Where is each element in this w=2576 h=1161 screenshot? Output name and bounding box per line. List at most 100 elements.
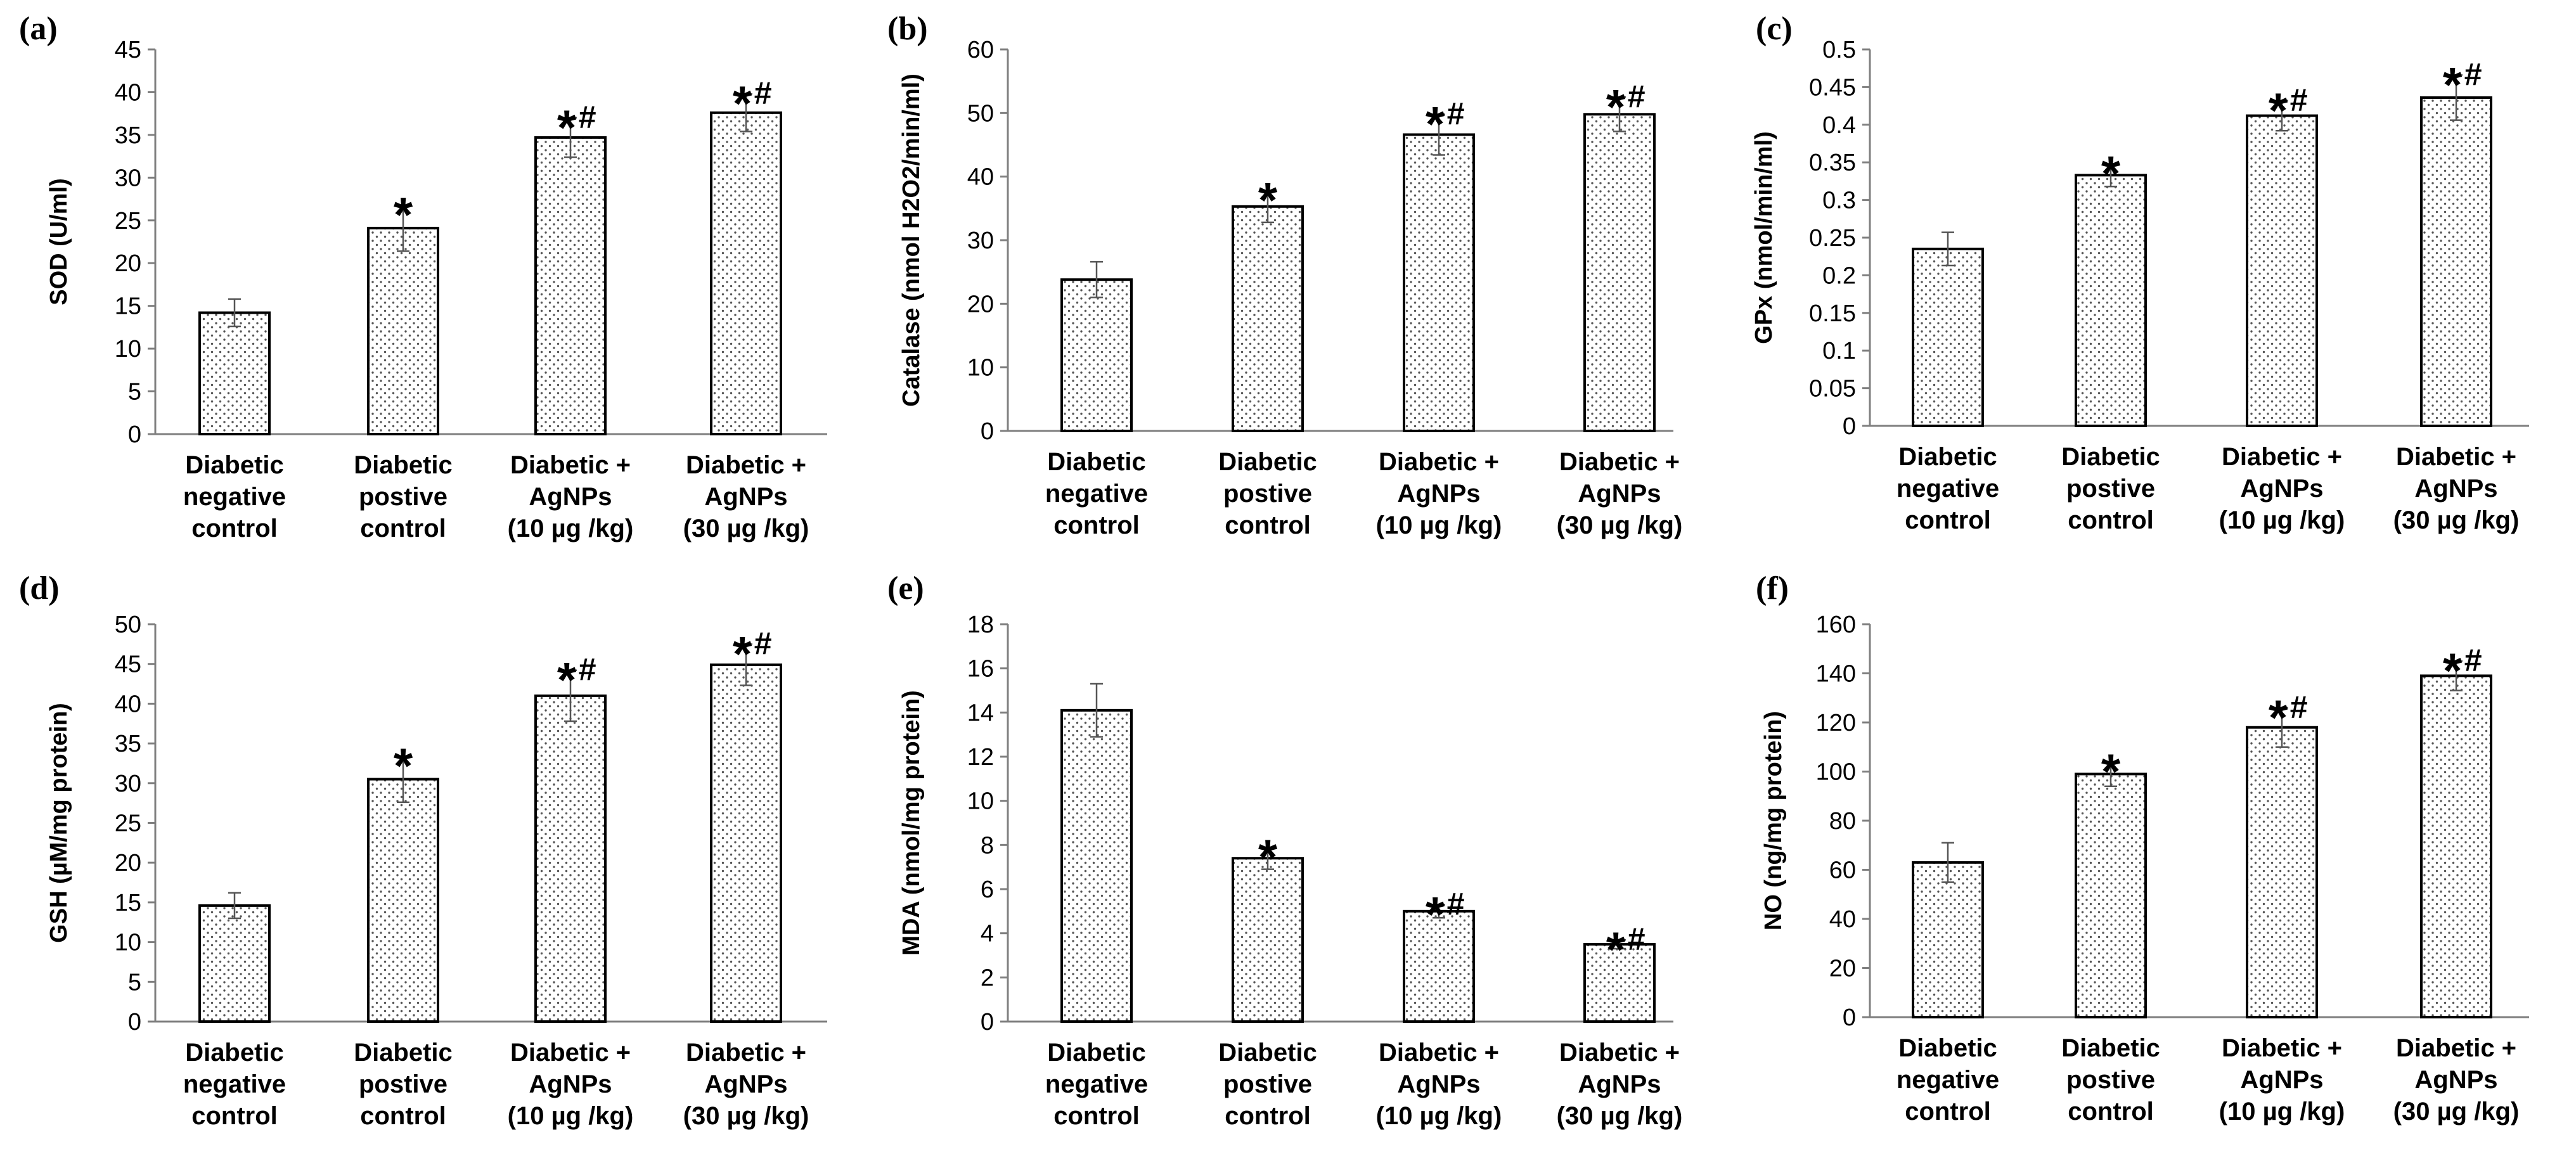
y-tick-label: 40 (967, 164, 994, 191)
y-tick-label: 80 (1829, 808, 1856, 835)
significance-star: * (1258, 172, 1278, 228)
category-line: Diabetic (354, 1039, 453, 1067)
chart-panel-d: (d) 0 5 10 15 20 25 30 35 40 45 50 GSH (µM/mg protei… (19, 570, 827, 1130)
x-category-label: Diabetic postive control (354, 1039, 453, 1130)
y-tick-label: 5 (128, 379, 141, 406)
x-category-label: Diabetic + AgNPs (10 µg /kg) (1376, 448, 1502, 539)
chart-panel-f: (f) 0 20 40 60 80 100 120 140 160 NO (ng/mg protei… (1756, 570, 2529, 1126)
category-line: control (191, 515, 278, 542)
bar (1403, 133, 1475, 433)
category-line: Diabetic (1047, 448, 1146, 476)
bar (710, 663, 782, 1023)
y-tick-label: 6 (981, 876, 994, 903)
y-tick-label: 5 (128, 969, 141, 996)
category-line: AgNPs (529, 483, 612, 511)
y-tick-label: 0 (981, 418, 994, 445)
y-tick-label: 160 (1816, 612, 1856, 638)
significance-hash: # (754, 625, 771, 661)
y-tick-label: 50 (115, 612, 141, 638)
category-line: Diabetic (185, 1039, 284, 1067)
significance-hash: # (754, 75, 771, 111)
y-tick-label: 45 (115, 651, 141, 678)
x-category-label: Diabetic postive control (2061, 443, 2160, 534)
bar (1912, 247, 1984, 427)
panel-letter: (d) (19, 570, 60, 606)
category-line: AgNPs (2414, 475, 2497, 503)
x-category-label: Diabetic + AgNPs (10 µg /kg) (1376, 1039, 1502, 1130)
category-line: negative (1045, 1070, 1148, 1098)
category-line: AgNPs (2240, 1066, 2323, 1094)
category-line: negative (1897, 1066, 1999, 1094)
x-category-label: Diabetic negative control (1897, 443, 1999, 534)
category-line: postive (359, 1070, 448, 1098)
category-line: AgNPs (2414, 1066, 2497, 1094)
y-tick-label: 0.2 (1822, 262, 1856, 289)
y-tick-label: 140 (1816, 661, 1856, 688)
x-category-label: Diabetic postive control (1218, 1039, 1317, 1130)
category-line: Diabetic + (1559, 448, 1680, 476)
category-line: (30 µg /kg) (2393, 506, 2520, 534)
category-line: Diabetic (1898, 443, 1997, 471)
bar (1060, 278, 1133, 432)
significance-star: * (2101, 146, 2121, 202)
bar (1583, 113, 1656, 432)
x-category-label: Diabetic + AgNPs (30 µg /kg) (2393, 1034, 2520, 1126)
y-tick-label: 35 (115, 122, 141, 149)
significance-star: * (733, 75, 752, 131)
bar (1232, 205, 1304, 432)
bar (2075, 773, 2147, 1018)
category-line: (10 µg /kg) (508, 515, 634, 542)
x-category-label: Diabetic postive control (354, 451, 453, 542)
y-tick-label: 35 (115, 731, 141, 757)
category-line: postive (1223, 480, 1312, 508)
category-line: AgNPs (1578, 480, 1661, 508)
significance-star: * (394, 186, 413, 242)
category-line: postive (1223, 1070, 1312, 1098)
y-tick-label: 15 (115, 890, 141, 916)
category-line: Diabetic + (686, 1039, 806, 1067)
bar (710, 111, 782, 435)
significance-star: * (557, 99, 577, 155)
y-tick-label: 40 (115, 691, 141, 717)
panel-letter: (b) (887, 11, 928, 47)
category-line: control (360, 515, 446, 542)
bar (1060, 709, 1133, 1023)
x-category-label: Diabetic + AgNPs (30 µg /kg) (683, 1039, 809, 1130)
y-tick-label: 10 (967, 355, 994, 382)
y-tick-label: 0.25 (1809, 225, 1856, 252)
bar (198, 904, 271, 1023)
category-line: Diabetic + (1379, 448, 1499, 476)
x-category-label: Diabetic negative control (183, 451, 286, 542)
category-line: (30 µg /kg) (683, 1102, 809, 1130)
y-tick-label: 25 (115, 208, 141, 234)
significance-star: * (2443, 56, 2463, 112)
category-line: (30 µg /kg) (1557, 511, 1683, 539)
category-line: AgNPs (1578, 1070, 1661, 1098)
y-tick-label: 0.45 (1809, 74, 1856, 101)
x-category-label: Diabetic negative control (1045, 448, 1148, 539)
bar (367, 226, 439, 435)
category-line: (30 µg /kg) (683, 515, 809, 542)
category-line: negative (1045, 480, 1148, 508)
category-line: Diabetic (2061, 443, 2160, 471)
y-tick-label: 10 (967, 788, 994, 815)
y-axis-label: SOD (U/ml) (46, 178, 72, 305)
category-line: (30 µg /kg) (2393, 1098, 2520, 1126)
y-tick-label: 20 (1829, 956, 1856, 982)
y-tick-label: 10 (115, 930, 141, 956)
y-tick-label: 30 (967, 228, 994, 254)
y-tick-label: 0 (1843, 1004, 1856, 1031)
bar (534, 694, 607, 1023)
y-tick-label: 30 (115, 771, 141, 797)
category-line: Diabetic (185, 451, 284, 479)
x-category-label: Diabetic negative control (1045, 1039, 1148, 1130)
panel-letter: (a) (19, 11, 58, 47)
y-tick-label: 14 (967, 700, 994, 726)
bar (534, 136, 607, 436)
x-category-label: Diabetic negative control (1897, 1034, 1999, 1126)
category-line: control (1053, 511, 1140, 539)
x-category-label: Diabetic + AgNPs (10 µg /kg) (2219, 443, 2345, 534)
significance-star: * (1426, 886, 1445, 942)
category-line: negative (1897, 475, 1999, 503)
y-axis-label: GSH (µM/mg protein) (46, 703, 72, 943)
